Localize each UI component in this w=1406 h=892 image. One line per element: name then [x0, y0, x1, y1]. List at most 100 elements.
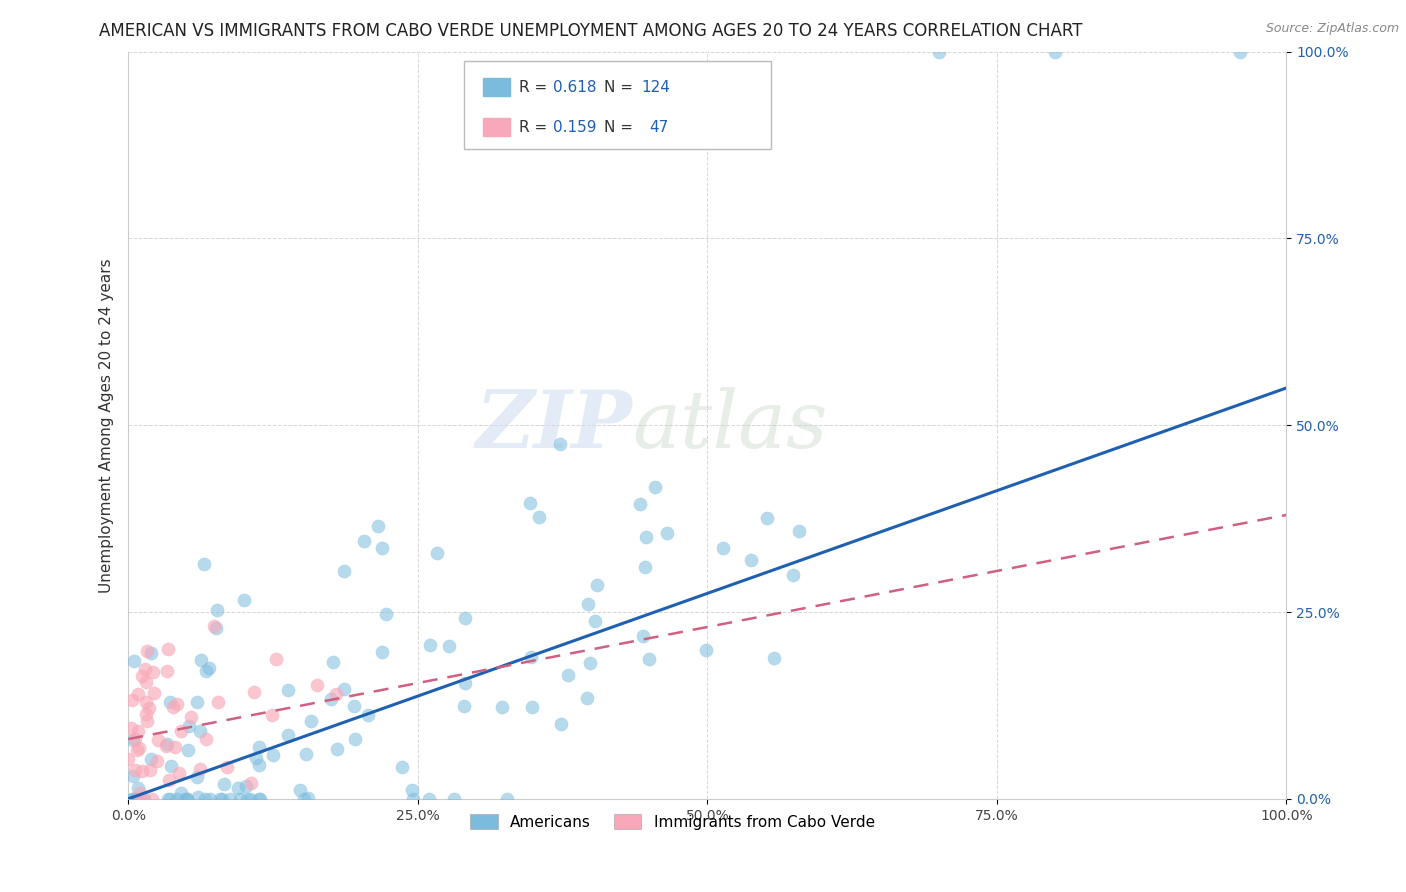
Point — [176, 792, 198, 806]
Text: R =: R = — [519, 120, 551, 135]
Point — [139, 764, 162, 778]
Point — [131, 792, 153, 806]
Point — [740, 553, 762, 567]
Point — [353, 533, 375, 548]
Point — [226, 780, 249, 795]
Point — [367, 518, 389, 533]
Point — [638, 652, 661, 666]
Point — [165, 739, 187, 754]
Text: 0.618: 0.618 — [554, 79, 596, 95]
Point — [579, 657, 602, 671]
Point — [294, 747, 316, 761]
Point — [207, 603, 229, 617]
Point — [188, 762, 211, 776]
Point — [122, 769, 145, 783]
Point — [146, 732, 169, 747]
Point — [131, 764, 153, 778]
Point — [319, 692, 342, 706]
Point — [159, 759, 181, 773]
Point — [169, 766, 191, 780]
Point — [419, 638, 441, 652]
Point — [202, 619, 225, 633]
Point — [495, 792, 517, 806]
Point — [157, 772, 180, 787]
Point — [655, 525, 678, 540]
Point — [166, 698, 188, 712]
Point — [249, 792, 271, 806]
Point — [121, 733, 143, 747]
Point — [239, 776, 262, 790]
Point — [454, 676, 477, 690]
Point — [402, 792, 425, 806]
Point — [142, 665, 165, 679]
Point — [242, 684, 264, 698]
FancyBboxPatch shape — [464, 61, 770, 149]
Point — [214, 777, 236, 791]
Point — [343, 731, 366, 746]
Point — [357, 707, 380, 722]
Point — [134, 663, 156, 677]
Point — [325, 687, 347, 701]
Point — [194, 731, 217, 746]
Point — [292, 792, 315, 806]
Point — [755, 511, 778, 525]
Point — [548, 437, 571, 451]
Point — [454, 611, 477, 625]
Y-axis label: Unemployment Among Ages 20 to 24 years: Unemployment Among Ages 20 to 24 years — [100, 258, 114, 592]
Point — [782, 568, 804, 582]
Point — [159, 695, 181, 709]
Point — [576, 597, 599, 611]
Text: AMERICAN VS IMMIGRANTS FROM CABO VERDE UNEMPLOYMENT AMONG AGES 20 TO 24 YEARS CO: AMERICAN VS IMMIGRANTS FROM CABO VERDE U… — [98, 22, 1083, 40]
Point — [443, 792, 465, 806]
Point — [520, 650, 543, 665]
Point — [527, 509, 550, 524]
Point — [695, 643, 717, 657]
Point — [207, 694, 229, 708]
Point — [333, 564, 356, 578]
Point — [162, 699, 184, 714]
Point — [586, 578, 609, 592]
Text: ZIP: ZIP — [475, 386, 633, 464]
Text: 124: 124 — [641, 79, 671, 95]
Point — [155, 739, 177, 753]
Point — [136, 643, 159, 657]
Text: 47: 47 — [650, 120, 669, 135]
Text: N =: N = — [605, 120, 638, 135]
Point — [136, 714, 159, 728]
Point — [124, 731, 146, 746]
Point — [139, 752, 162, 766]
Point — [177, 719, 200, 733]
Point — [928, 45, 950, 59]
Point — [170, 723, 193, 738]
Point — [576, 690, 599, 705]
Point — [453, 698, 475, 713]
Point — [169, 786, 191, 800]
Point — [128, 786, 150, 800]
Point — [1043, 45, 1066, 59]
Point — [245, 750, 267, 764]
Point — [198, 792, 221, 806]
Point — [186, 770, 208, 784]
Point — [343, 698, 366, 713]
Point — [159, 792, 181, 806]
Point — [249, 792, 271, 806]
Point — [120, 721, 142, 735]
Point — [124, 763, 146, 777]
Point — [135, 706, 157, 721]
Point — [135, 695, 157, 709]
Point — [125, 792, 148, 806]
Text: 0.159: 0.159 — [554, 120, 596, 135]
Point — [194, 665, 217, 679]
Point — [236, 792, 259, 806]
Point — [375, 607, 398, 621]
Text: N =: N = — [605, 79, 638, 95]
Point — [174, 792, 197, 806]
Point — [519, 495, 541, 509]
Point — [418, 792, 440, 806]
Point — [235, 780, 257, 794]
Point — [186, 695, 208, 709]
Point — [264, 652, 287, 666]
FancyBboxPatch shape — [482, 119, 510, 136]
Point — [146, 755, 169, 769]
Point — [215, 760, 238, 774]
